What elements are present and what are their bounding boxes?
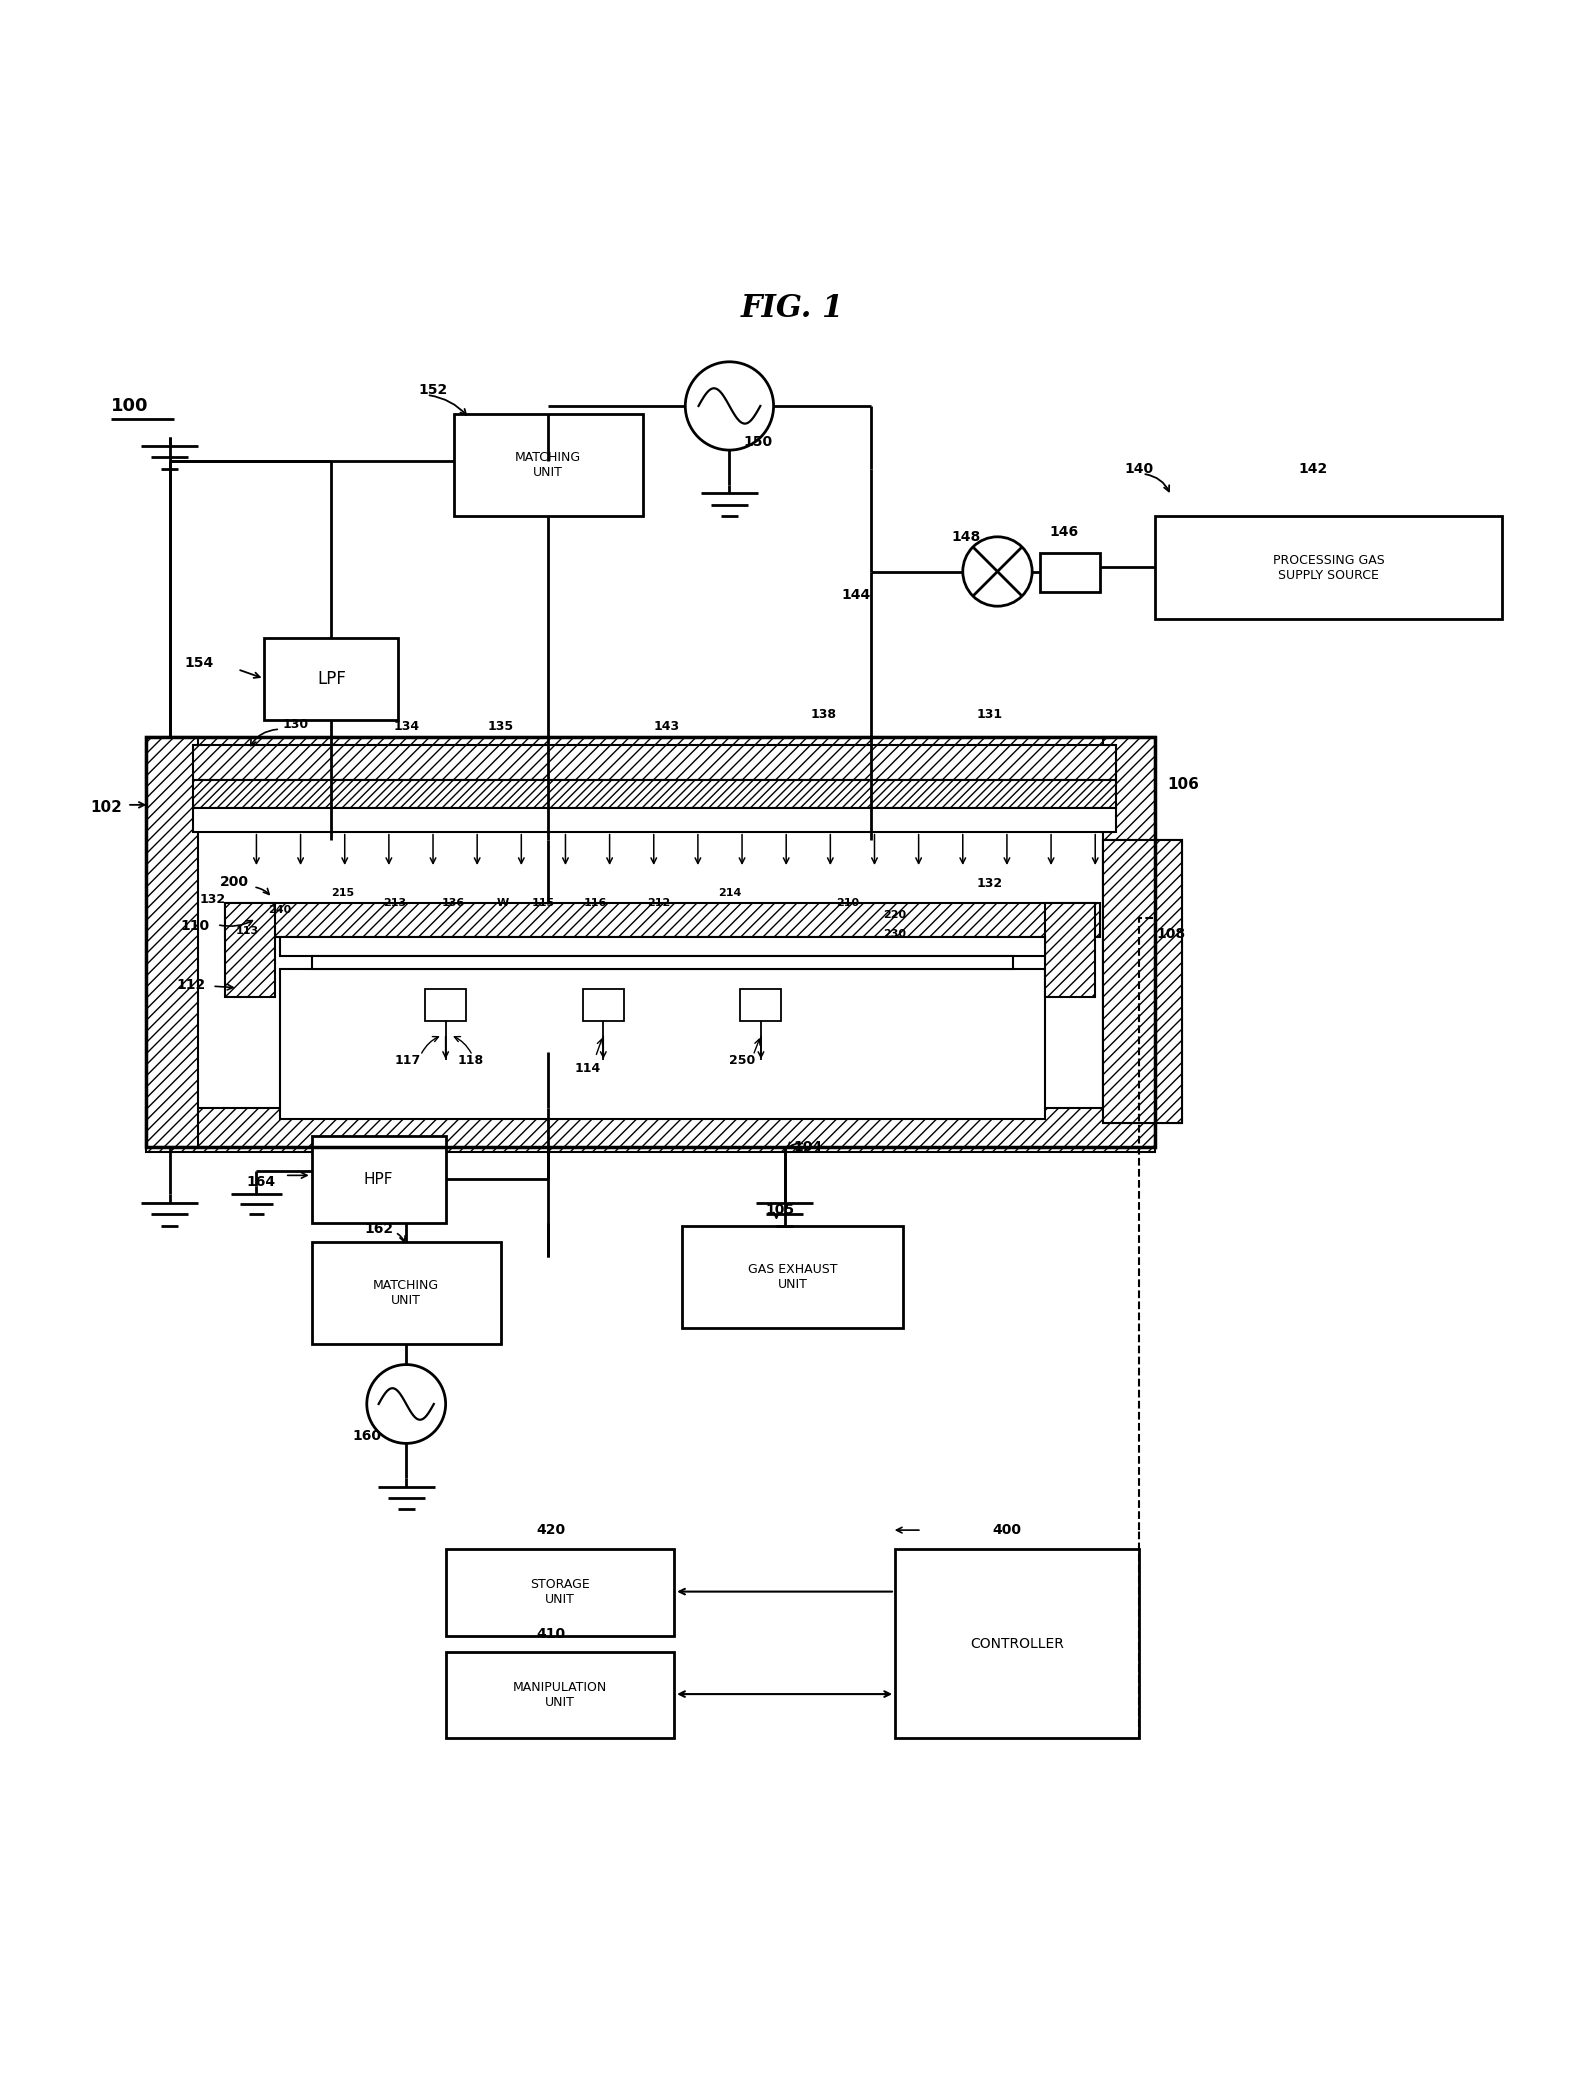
Text: 148: 148	[951, 531, 981, 543]
Text: W: W	[496, 898, 509, 907]
Text: 212: 212	[647, 898, 670, 907]
Bar	[312, 1241, 501, 1343]
Text: 116: 116	[583, 898, 607, 907]
Bar	[453, 414, 642, 516]
Text: 135: 135	[488, 719, 514, 733]
Text: 240: 240	[268, 905, 292, 915]
Text: GAS EXHAUST
UNIT: GAS EXHAUST UNIT	[748, 1264, 837, 1291]
Bar	[682, 1226, 903, 1329]
Bar	[445, 1652, 674, 1738]
Text: 136: 136	[442, 898, 464, 907]
Text: 164: 164	[246, 1174, 276, 1189]
Text: 200: 200	[220, 875, 249, 890]
Text: FIG. 1: FIG. 1	[740, 292, 845, 324]
Text: 143: 143	[653, 719, 680, 733]
Text: 154: 154	[184, 656, 214, 671]
Text: 420: 420	[537, 1523, 566, 1538]
Bar	[146, 737, 1155, 788]
Text: MATCHING
UNIT: MATCHING UNIT	[515, 451, 582, 478]
Bar	[1155, 516, 1503, 618]
Bar	[896, 1550, 1140, 1738]
Bar	[583, 990, 624, 1022]
Bar	[193, 779, 1116, 808]
Bar	[1040, 554, 1100, 591]
Text: 140: 140	[1125, 462, 1154, 476]
Bar	[193, 746, 1116, 779]
Text: STORAGE
UNIT: STORAGE UNIT	[529, 1579, 590, 1606]
Bar	[1103, 840, 1182, 1124]
Text: 112: 112	[178, 978, 206, 992]
Text: 230: 230	[883, 930, 907, 940]
Bar	[146, 1107, 1155, 1151]
Bar	[445, 1550, 674, 1636]
Bar	[1103, 737, 1155, 1107]
Text: 130: 130	[282, 719, 309, 731]
Text: 410: 410	[537, 1627, 566, 1642]
Bar	[281, 938, 1045, 957]
Text: 104: 104	[794, 1141, 823, 1153]
Text: 108: 108	[1157, 928, 1186, 942]
Text: PROCESSING GAS
SUPPLY SOURCE: PROCESSING GAS SUPPLY SOURCE	[1273, 554, 1384, 581]
Text: HPF: HPF	[365, 1172, 393, 1187]
Text: 215: 215	[331, 888, 355, 898]
Text: 213: 213	[384, 898, 407, 907]
Text: MANIPULATION
UNIT: MANIPULATION UNIT	[514, 1682, 607, 1709]
Text: 152: 152	[418, 382, 447, 397]
Text: 162: 162	[365, 1222, 395, 1237]
Text: LPF: LPF	[317, 671, 346, 687]
Bar	[146, 737, 198, 1147]
Text: 102: 102	[90, 800, 122, 815]
Bar	[193, 808, 1116, 831]
Bar	[1045, 902, 1095, 996]
Bar	[265, 637, 398, 721]
Text: 106: 106	[1168, 777, 1200, 792]
Text: 132: 132	[200, 892, 225, 907]
Text: 134: 134	[393, 719, 420, 733]
Text: 132: 132	[976, 877, 1003, 890]
Bar	[225, 902, 1100, 938]
Text: 110: 110	[181, 919, 209, 934]
Bar	[312, 1136, 445, 1222]
Text: 146: 146	[1049, 524, 1078, 539]
Text: MATCHING
UNIT: MATCHING UNIT	[372, 1278, 439, 1308]
Bar	[740, 990, 781, 1022]
Bar	[281, 969, 1045, 1118]
Text: 214: 214	[718, 888, 742, 898]
Text: 160: 160	[352, 1429, 382, 1443]
Text: 118: 118	[458, 1053, 483, 1067]
Bar	[146, 737, 1155, 1147]
Bar	[225, 902, 276, 996]
Text: 113: 113	[236, 925, 258, 936]
Text: 150: 150	[743, 435, 772, 449]
Text: 250: 250	[729, 1053, 754, 1067]
Bar	[1103, 840, 1182, 1124]
Text: 220: 220	[883, 911, 907, 921]
Bar	[425, 990, 466, 1022]
Bar	[312, 957, 1013, 969]
Text: 144: 144	[842, 589, 870, 602]
Text: 210: 210	[837, 898, 859, 907]
Text: 131: 131	[976, 708, 1003, 721]
Text: 400: 400	[992, 1523, 1021, 1538]
Text: 117: 117	[395, 1053, 422, 1067]
Text: 142: 142	[1298, 462, 1327, 476]
Text: 114: 114	[574, 1061, 601, 1074]
Text: CONTROLLER: CONTROLLER	[970, 1636, 1064, 1650]
Text: 105: 105	[766, 1203, 794, 1218]
Text: 100: 100	[111, 397, 149, 416]
Text: 115: 115	[533, 898, 555, 907]
Text: 138: 138	[812, 708, 837, 721]
